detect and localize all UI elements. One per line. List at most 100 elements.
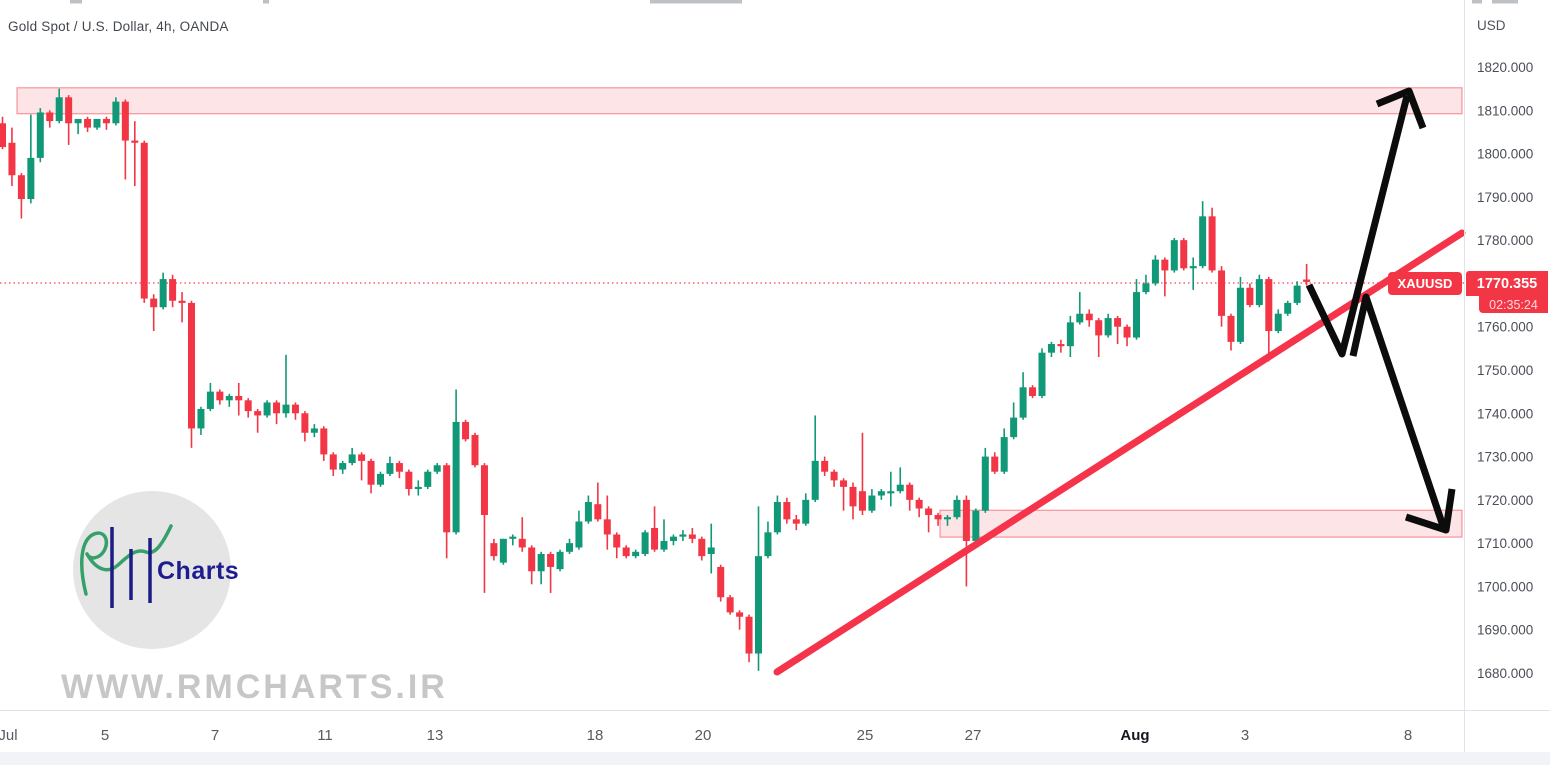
candle[interactable] [1265,276,1273,362]
candle[interactable] [1208,207,1216,273]
candle[interactable] [159,272,167,310]
candle[interactable] [499,538,507,565]
candle[interactable] [263,400,271,418]
candle[interactable] [811,415,819,503]
trendline[interactable] [773,229,1466,676]
candle[interactable] [395,460,403,479]
price-label-symbol[interactable]: XAUUSD [1388,272,1462,295]
candle[interactable] [74,118,82,135]
candle[interactable] [8,127,16,187]
candle[interactable] [0,116,6,150]
projection-arrow-up[interactable] [1305,95,1411,358]
candle[interactable] [830,469,838,487]
candle[interactable] [906,482,914,511]
candle[interactable] [433,463,441,474]
candle[interactable] [802,493,810,526]
candle[interactable] [254,408,262,433]
candle[interactable] [443,463,451,559]
candle[interactable] [1151,255,1159,286]
candle[interactable] [121,99,129,180]
candle[interactable] [792,515,800,531]
candle[interactable] [197,406,205,435]
candle[interactable] [1246,283,1254,308]
candle[interactable] [622,545,630,559]
projection-arrow-down[interactable] [1349,293,1447,528]
candle[interactable] [1170,237,1178,273]
candle[interactable] [944,515,951,526]
candle[interactable] [669,534,677,546]
candle[interactable] [414,480,422,496]
candle[interactable] [36,108,44,163]
candle[interactable] [1114,315,1122,345]
candle[interactable] [1066,315,1074,358]
candle[interactable] [17,173,25,219]
candle[interactable] [953,495,961,520]
candle[interactable] [405,469,413,496]
candle[interactable] [452,389,460,535]
candle[interactable] [339,460,347,474]
candle[interactable] [1000,428,1008,474]
candle[interactable] [688,527,696,544]
candle[interactable] [46,110,54,128]
candle[interactable] [1293,281,1301,306]
candle[interactable] [225,393,233,407]
candle[interactable] [1095,318,1103,358]
candle[interactable] [660,519,668,552]
candle[interactable] [528,545,536,585]
candle[interactable] [206,382,214,412]
candle[interactable] [509,534,517,546]
candle[interactable] [925,506,933,533]
candle[interactable] [320,426,328,461]
candle[interactable] [150,294,158,332]
candle[interactable] [244,398,252,418]
candle[interactable] [282,354,290,418]
candle[interactable] [178,292,186,323]
candle[interactable] [755,506,762,671]
candle[interactable] [575,510,583,550]
candle[interactable] [877,489,885,500]
candle[interactable] [386,456,394,477]
candle[interactable] [424,469,432,490]
candle[interactable] [641,530,649,557]
candle[interactable] [518,517,526,552]
candle[interactable] [291,402,299,420]
candle[interactable] [102,116,110,130]
candle[interactable] [1142,274,1150,295]
candle[interactable] [169,274,177,308]
candle[interactable] [858,432,866,516]
candle[interactable] [887,471,895,507]
candle[interactable] [480,463,488,593]
candle[interactable] [377,471,384,487]
candle[interactable] [367,458,375,494]
symbol-title[interactable]: Gold Spot / U.S. Dollar, 4h, OANDA [8,19,229,34]
candle[interactable] [1218,266,1226,327]
candle[interactable] [547,551,555,593]
candle[interactable] [537,551,545,585]
candle[interactable] [140,140,148,303]
candle[interactable] [235,382,243,416]
candle[interactable] [1076,292,1084,325]
candle[interactable] [651,506,659,552]
candle[interactable] [1274,309,1282,334]
candle[interactable] [773,495,781,535]
candle[interactable] [698,536,706,561]
candle[interactable] [736,610,744,630]
price-label-value[interactable]: 1770.355 [1466,271,1548,296]
candle[interactable] [613,532,621,559]
candle[interactable] [188,300,195,448]
candle[interactable] [273,400,281,425]
candle[interactable] [915,497,923,518]
candle[interactable] [1284,300,1292,316]
candle[interactable] [1133,279,1140,340]
candle[interactable] [868,489,876,513]
candle[interactable] [1010,402,1018,440]
candle[interactable] [821,456,829,477]
candle[interactable] [93,118,101,130]
candle[interactable] [1189,257,1197,290]
candle[interactable] [1123,324,1131,347]
candle[interactable] [783,497,791,524]
candle[interactable] [962,495,970,587]
candle[interactable] [1255,274,1263,308]
candle[interactable] [849,482,857,520]
